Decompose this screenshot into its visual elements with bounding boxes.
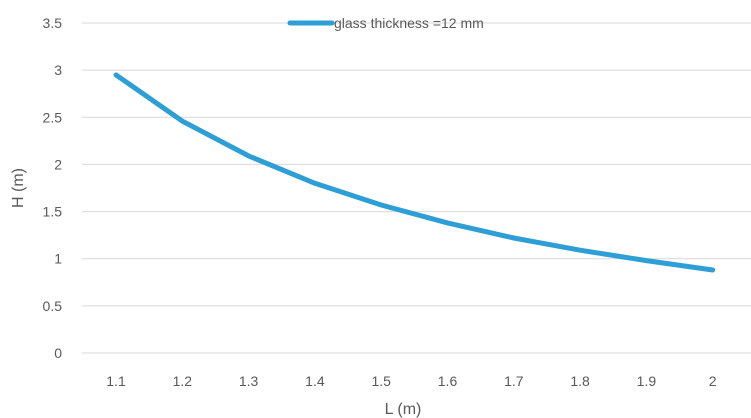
y-tick-label: 0.5 [43,298,63,314]
x-tick-label: 1.6 [438,373,458,389]
y-tick-label: 0 [54,345,62,361]
y-tick-label: 2 [54,156,62,172]
series-line [113,72,716,273]
legend: glass thickness =12 mm [287,15,484,31]
x-tick-label: 1.1 [106,373,126,389]
legend-label: glass thickness =12 mm [334,15,484,31]
y-tick-label: 1 [54,251,62,267]
x-tick-label: 1.9 [637,373,657,389]
y-axis-ticks: 0 0.5 1 1.5 2 2.5 3 3.5 [43,15,63,361]
x-tick-label: 1.8 [570,373,590,389]
x-tick-label: 1.4 [305,373,325,389]
x-tick-label: 1.5 [371,373,391,389]
x-tick-label: 2 [709,373,717,389]
x-tick-label: 1.2 [173,373,193,389]
y-axis-title: H (m) [10,168,27,208]
x-axis-ticks: 1.1 1.2 1.3 1.4 1.5 1.6 1.7 1.8 1.9 2 [106,373,717,389]
x-axis-title: L (m) [385,401,422,418]
x-tick-label: 1.7 [504,373,524,389]
y-tick-label: 3.5 [43,15,63,31]
x-tick-label: 1.3 [239,373,259,389]
y-tick-label: 2.5 [43,109,63,125]
y-tick-label: 1.5 [43,204,63,220]
y-tick-label: 3 [54,62,62,78]
gridlines [82,22,751,354]
series-layer [113,72,716,273]
